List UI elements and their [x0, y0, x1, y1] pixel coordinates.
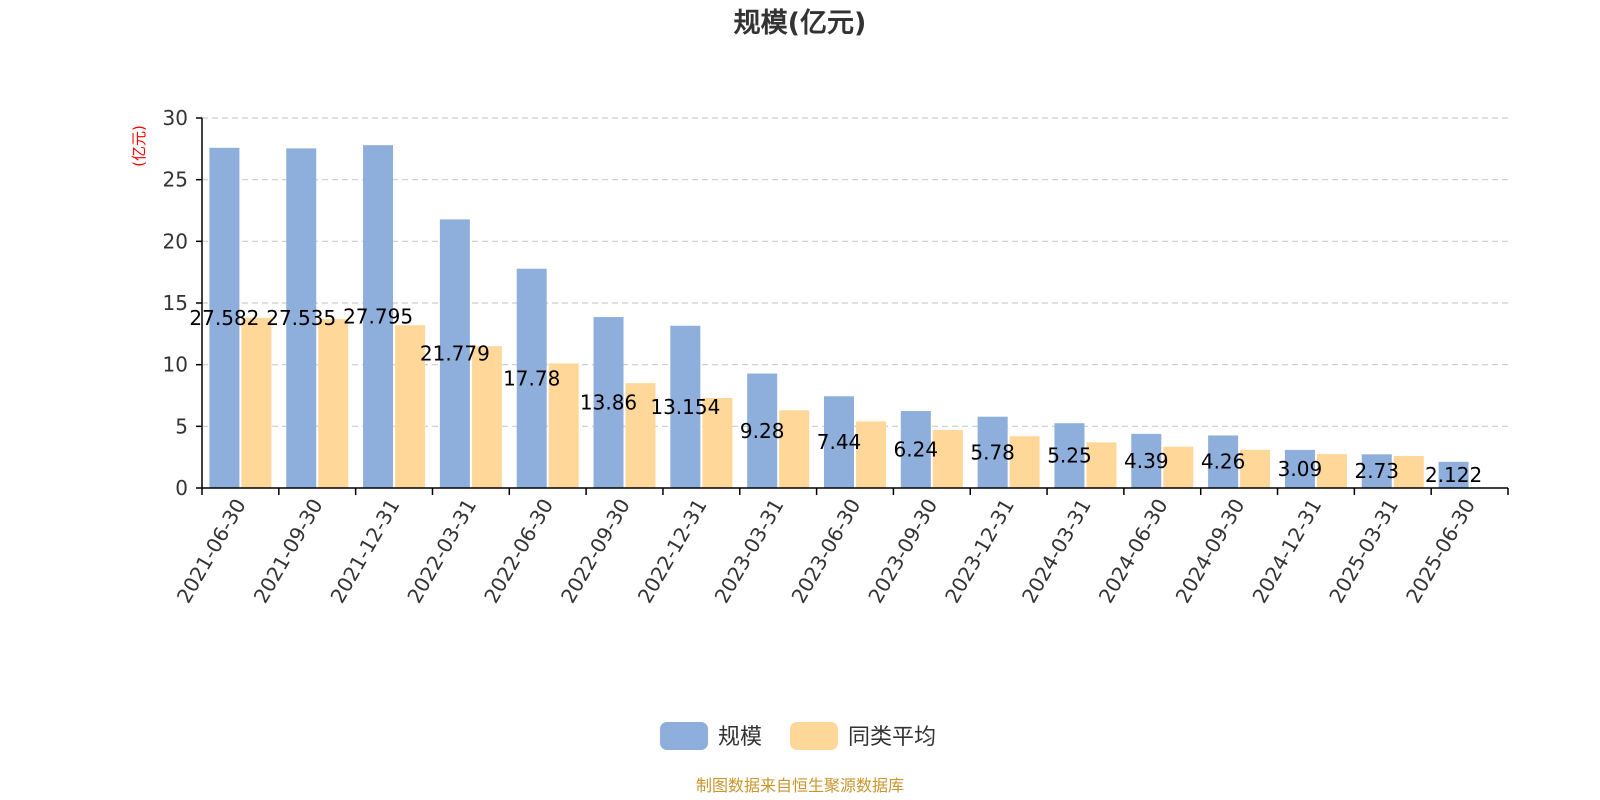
bar-scale-2023-03-31[interactable] [747, 373, 778, 488]
x-tick-label-2024-09-30: 2024-09-30 [1171, 495, 1250, 608]
x-tick-label-2023-03-31: 2023-03-31 [710, 495, 789, 608]
data-label-2022-12-31: 13.154 [650, 395, 720, 419]
data-labels: 27.582 27.535 27.795 21.779 17.78 13.86 13.154… [189, 305, 1482, 487]
data-label-2025-03-31: 2.73 [1354, 459, 1399, 483]
bar-scale-2022-12-31[interactable] [670, 325, 701, 488]
bar-peer-avg-2022-12-31[interactable] [702, 397, 733, 488]
bar-scale-2024-03-31[interactable] [1054, 423, 1085, 488]
data-label-2024-06-30: 4.39 [1124, 449, 1169, 473]
x-tick-label-2023-09-30: 2023-09-30 [863, 494, 942, 607]
bar-peer-avg-2024-09-30[interactable] [1240, 449, 1271, 488]
data-label-2022-09-30: 13.86 [580, 391, 637, 415]
legend-swatch-peer-avg[interactable] [790, 722, 838, 750]
legend-swatch-scale[interactable] [660, 722, 708, 750]
bar-scale-2021-12-31[interactable] [363, 145, 394, 488]
legend-label-scale[interactable]: 规模 [718, 725, 762, 750]
bar-peer-avg-2023-03-31[interactable] [779, 410, 810, 488]
bar-peer-avg-2022-09-30[interactable] [625, 383, 656, 488]
bar-scale-2024-12-31[interactable] [1284, 449, 1315, 488]
bar-peer-avg-2023-06-30[interactable] [856, 421, 886, 488]
data-source-footer: 制图数据来自恒生聚源数据库 [696, 776, 904, 795]
x-tick-label-2021-09-30: 2021-09-30 [249, 495, 328, 608]
y-tick-label-30: 30 [163, 106, 188, 130]
bars [209, 145, 1469, 488]
y-axis-label: (亿元) [130, 125, 148, 167]
y-tick-label-20: 20 [163, 229, 188, 253]
y-tick-label-5: 5 [175, 414, 188, 438]
x-tick-label-2024-03-31: 2024-03-31 [1017, 495, 1096, 608]
bar-scale-2024-09-30[interactable] [1208, 435, 1239, 488]
bar-peer-avg-2024-03-31[interactable] [1086, 442, 1117, 488]
bar-scale-2022-09-30[interactable] [593, 317, 624, 488]
data-label-2024-12-31: 3.09 [1278, 457, 1323, 481]
bar-peer-avg-2023-09-30[interactable] [932, 430, 963, 488]
bar-scale-2025-06-30[interactable] [1438, 461, 1469, 488]
grid-lines [202, 117, 1508, 427]
bar-peer-avg-2021-12-31[interactable] [395, 325, 426, 488]
bar-scale-2025-03-31[interactable] [1361, 454, 1392, 488]
legend[interactable]: 规模 同类平均 [660, 722, 936, 750]
x-tick-label-2022-03-31: 2022-03-31 [402, 494, 481, 607]
data-label-2025-06-30: 2.122 [1425, 463, 1482, 487]
bar-peer-avg-2023-12-31[interactable] [1009, 436, 1040, 488]
x-tick-label-2025-03-31: 2025-03-31 [1324, 495, 1403, 608]
x-tick-label-2023-06-30: 2023-06-30 [786, 495, 865, 608]
data-label-2023-09-30: 6.24 [894, 438, 939, 462]
data-label-2021-12-31: 27.795 [343, 305, 413, 329]
x-tick-label-2024-12-31: 2024-12-31 [1247, 495, 1326, 608]
bar-scale-2022-03-31[interactable] [439, 219, 470, 488]
x-tick-label-2023-12-31: 2023-12-31 [940, 494, 1019, 607]
x-tick-label-2025-06-30: 2025-06-30 [1401, 495, 1480, 608]
bar-peer-avg-2022-06-30[interactable] [548, 363, 579, 488]
bar-scale-2021-09-30[interactable] [286, 148, 317, 488]
y-tick-label-15: 15 [163, 291, 188, 315]
bar-scale-2024-06-30[interactable] [1131, 433, 1162, 488]
bar-peer-avg-2022-03-31[interactable] [471, 346, 502, 488]
data-label-2022-03-31: 21.779 [420, 342, 490, 366]
data-label-2023-12-31: 5.78 [970, 440, 1015, 464]
x-tick-label-2021-06-30: 2021-06-30 [172, 495, 251, 608]
data-label-2022-06-30: 17.78 [503, 366, 560, 390]
bar-scale-2023-06-30[interactable] [824, 396, 854, 488]
bar-peer-avg-2025-03-31[interactable] [1393, 455, 1424, 488]
data-label-2021-06-30: 27.582 [189, 306, 259, 330]
data-label-2024-09-30: 4.26 [1201, 450, 1246, 474]
bar-peer-avg-2021-09-30[interactable] [318, 319, 349, 488]
data-label-2023-06-30: 7.44 [817, 430, 862, 454]
bar-peer-avg-2021-06-30[interactable] [241, 317, 272, 488]
bar-scale-2023-09-30[interactable] [900, 411, 931, 488]
bar-scale-2023-12-31[interactable] [977, 416, 1008, 488]
data-label-2021-09-30: 27.535 [266, 306, 336, 330]
x-tick-label-2022-12-31: 2022-12-31 [633, 495, 712, 608]
data-label-2024-03-31: 5.25 [1047, 444, 1092, 468]
bar-peer-avg-2024-06-30[interactable] [1163, 446, 1194, 488]
bar-scale-2021-06-30[interactable] [209, 147, 240, 488]
x-tick-label-2021-12-31: 2021-12-31 [325, 495, 404, 608]
bar-peer-avg-2024-12-31[interactable] [1316, 454, 1347, 488]
x-tick-label-2024-06-30: 2024-06-30 [1094, 495, 1173, 608]
x-tick-label-2022-09-30: 2022-09-30 [556, 495, 635, 608]
x-tick-label-2022-06-30: 2022-06-30 [479, 495, 558, 608]
y-tick-label-10: 10 [163, 353, 188, 377]
chart-title: 规模(亿元) [734, 8, 867, 39]
bar-scale-2022-06-30[interactable] [516, 268, 547, 488]
legend-label-peer-avg[interactable]: 同类平均 [848, 725, 936, 750]
y-tick-label-0: 0 [175, 476, 188, 500]
data-label-2023-03-31: 9.28 [740, 419, 785, 443]
y-tick-label-25: 25 [163, 168, 188, 192]
